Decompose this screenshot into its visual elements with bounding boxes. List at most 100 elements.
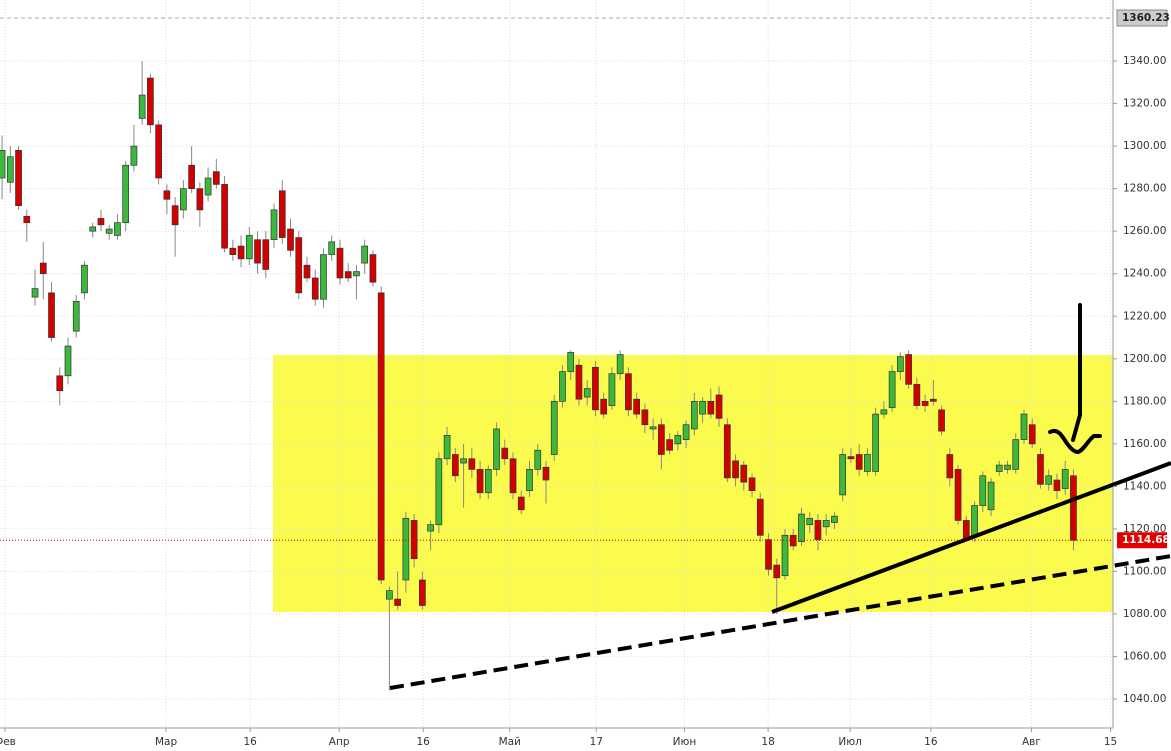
- candle-body: [616, 354, 624, 375]
- candle-body: [690, 400, 698, 430]
- candle-body: [814, 520, 822, 540]
- candle-body: [559, 371, 566, 402]
- candle-body: [971, 505, 978, 536]
- y-tick-label: 1280.00: [1123, 183, 1166, 195]
- candle-body: [221, 184, 228, 249]
- candle-body: [303, 264, 311, 279]
- candle-body: [460, 458, 467, 464]
- candle-body: [674, 435, 682, 445]
- y-tick-label: 1040.00: [1123, 693, 1166, 705]
- x-tick-label: 18: [761, 736, 774, 748]
- candle-body: [419, 579, 426, 606]
- y-tick-label: 1120.00: [1123, 523, 1166, 535]
- y-tick-label: 1100.00: [1123, 565, 1166, 577]
- candle-body: [245, 235, 253, 260]
- candle-body: [1004, 464, 1011, 470]
- candle-body: [0, 150, 6, 179]
- candle-body: [254, 239, 261, 264]
- candle-body: [575, 364, 583, 400]
- candle-body: [64, 345, 72, 377]
- candle-body: [913, 383, 921, 406]
- x-tick-label: 16: [417, 736, 431, 748]
- candle-body: [946, 454, 954, 479]
- candle-body: [666, 439, 673, 451]
- candle-body: [526, 469, 533, 492]
- candle-body: [1061, 469, 1069, 489]
- candle-body: [336, 247, 344, 279]
- candle-body: [1070, 475, 1077, 541]
- candle-body: [897, 356, 904, 372]
- candle-body: [756, 498, 764, 536]
- candle-body: [1012, 439, 1020, 470]
- candle-body: [180, 188, 187, 211]
- candle-body: [97, 218, 105, 226]
- candle-body: [1053, 479, 1061, 492]
- candle-body: [608, 373, 616, 406]
- candle-body: [23, 215, 31, 224]
- candle-body: [410, 520, 418, 560]
- y-tick-label: 1320.00: [1123, 98, 1166, 110]
- candle-body: [402, 517, 410, 581]
- candle-body: [130, 145, 138, 166]
- candle-body: [534, 449, 542, 470]
- candle-body: [567, 352, 575, 372]
- candle-body: [39, 262, 47, 275]
- candle-body: [369, 254, 377, 283]
- high-label-box: [1116, 9, 1168, 27]
- candle-body: [583, 388, 591, 398]
- candle-body: [600, 398, 608, 415]
- x-tick-label: Мар: [155, 736, 177, 748]
- candle-body: [48, 292, 55, 338]
- candle-body: [353, 271, 360, 277]
- candle-body: [839, 454, 847, 496]
- candle-body: [905, 354, 912, 385]
- candle-body: [262, 239, 270, 270]
- candle-body: [509, 458, 517, 494]
- candle-body: [344, 271, 352, 279]
- arrow-drawing: [1048, 303, 1102, 455]
- candle-body: [995, 464, 1003, 472]
- candle-body: [484, 469, 492, 494]
- trend-line-dashed: [389, 554, 1171, 690]
- candle-body: [270, 209, 278, 241]
- y-tick-label: 1220.00: [1123, 310, 1166, 322]
- candle-body: [468, 458, 476, 470]
- x-tick-label: Май: [499, 736, 521, 748]
- candle-body: [929, 398, 937, 402]
- candle-body: [699, 400, 706, 415]
- candle-body: [171, 205, 179, 226]
- candle-body: [56, 375, 64, 392]
- candle-body: [723, 424, 731, 479]
- x-tick-label: Фев: [0, 736, 16, 748]
- candle-body: [72, 301, 80, 332]
- candle-body: [204, 177, 212, 196]
- candle-body: [311, 277, 319, 300]
- trend-line: [771, 461, 1171, 614]
- y-tick-label: 1340.00: [1123, 55, 1166, 67]
- candle-body: [451, 454, 459, 477]
- candle-body: [1028, 424, 1036, 445]
- x-tick-label: Июн: [673, 736, 697, 748]
- high-label: 1360.23: [1122, 12, 1170, 24]
- y-tick-label: 1240.00: [1123, 268, 1166, 280]
- candle-body: [501, 447, 509, 460]
- candle-body: [542, 466, 550, 481]
- candle-body: [987, 481, 995, 511]
- candle-body: [633, 398, 640, 415]
- candle-body: [320, 254, 327, 300]
- candle-body: [938, 409, 945, 432]
- x-tick-label: 17: [590, 736, 603, 748]
- candle-body: [295, 237, 303, 294]
- candle-body: [114, 222, 121, 236]
- candle-body: [806, 517, 814, 526]
- candle-body: [212, 171, 220, 185]
- last-price-box: [1117, 532, 1167, 549]
- candle-body: [773, 564, 781, 579]
- y-tick-label: 1200.00: [1123, 353, 1166, 365]
- x-tick-label: Авг: [1022, 736, 1041, 748]
- candle-body: [880, 409, 888, 415]
- candle-body: [855, 454, 863, 470]
- candle-body: [138, 94, 146, 119]
- x-tick-label: Июл: [838, 736, 861, 748]
